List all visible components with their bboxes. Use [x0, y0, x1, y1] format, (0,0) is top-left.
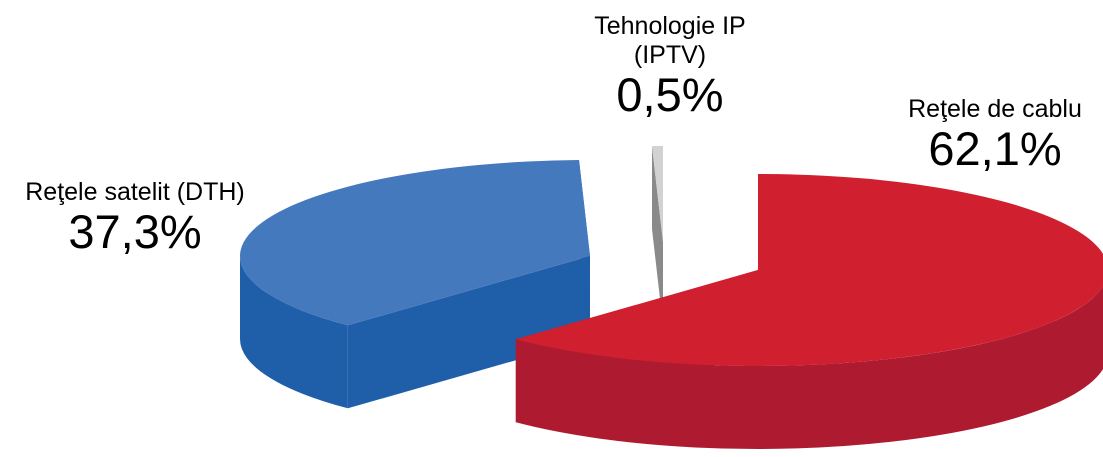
slice-retele-satelit-top: [240, 160, 590, 326]
label-retele-cablu-value: 62,1%: [928, 121, 1062, 175]
label-retele-cablu: Reţele de cablu 62,1%: [880, 95, 1103, 173]
label-tehnologie-ip-name-line1: Tehnologie IP: [594, 12, 746, 40]
slice-retele-satelit-radial-face-1: [347, 256, 590, 409]
slice-tehnologie-ip-radial-face-1: [651, 146, 663, 325]
slice-tehnologie-ip-top: [651, 146, 663, 242]
label-retele-satelit: Reţele satelit (DTH) 37,3%: [5, 178, 265, 256]
label-tehnologie-ip-name-line2: (IPTV): [633, 40, 707, 69]
label-retele-cablu-name: Reţele de cablu: [908, 95, 1082, 123]
label-retele-satelit-value: 37,3%: [68, 204, 202, 258]
slice-retele-satelit: [240, 160, 590, 409]
slice-retele-cablu: [515, 174, 1103, 449]
pie-slices: [240, 146, 1103, 449]
label-tehnologie-ip: Tehnologie IP (IPTV) 0,5%: [555, 12, 785, 119]
slice-retele-cablu-top: [515, 174, 1103, 366]
label-tehnologie-ip-value: 0,5%: [616, 67, 724, 121]
slice-tehnologie-ip: [651, 146, 663, 325]
label-retele-satelit-name: Reţele satelit (DTH): [25, 178, 245, 206]
slice-retele-cablu-outer-wall: [515, 286, 1103, 449]
slice-retele-satelit-outer-wall: [240, 256, 348, 409]
